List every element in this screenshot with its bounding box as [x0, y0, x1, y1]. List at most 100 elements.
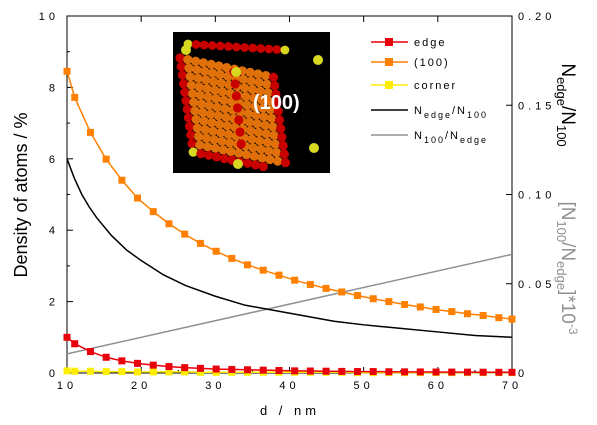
series-line-4 — [66, 253, 513, 355]
inset-atom — [191, 56, 201, 66]
inset-atom — [220, 104, 230, 114]
series-point-0 — [228, 365, 236, 373]
inset-atom — [265, 154, 275, 165]
inset-atom — [268, 122, 278, 132]
inset-atom — [258, 103, 268, 113]
series-point-1 — [259, 266, 267, 274]
series-point-1 — [495, 314, 503, 322]
series-point-2 — [63, 367, 71, 375]
series-point-0 — [196, 364, 204, 372]
series-point-1 — [212, 247, 220, 255]
inset-atom — [253, 127, 264, 137]
inset-atom — [241, 150, 252, 160]
legend-label-edge: edge — [414, 37, 446, 49]
inset-atom — [226, 146, 236, 157]
series-point-1 — [291, 276, 299, 284]
inset-atom — [267, 113, 277, 123]
inset-atom — [217, 136, 227, 146]
inset-atom — [190, 106, 200, 116]
inset-atom — [207, 68, 217, 78]
y-right-tick-label: 0.20 — [518, 11, 555, 23]
inset-atom — [255, 136, 265, 146]
inset-atom — [272, 98, 282, 108]
inset-atom — [236, 139, 246, 149]
inset-atom — [184, 63, 194, 73]
series-point-0 — [63, 333, 71, 341]
inset-atom — [280, 45, 290, 55]
series-point-0 — [181, 364, 189, 372]
series-point-2 — [71, 367, 79, 375]
inset-atom — [234, 115, 244, 125]
series-point-0 — [495, 368, 503, 376]
inset-atom — [215, 119, 225, 129]
inset-atom — [264, 146, 274, 156]
inset-atom — [211, 94, 221, 104]
inset-atom — [191, 40, 201, 49]
inset-atom — [206, 109, 216, 119]
series-point-0 — [479, 368, 487, 376]
inset-atom — [198, 107, 208, 118]
legend-item-edge: edge — [371, 37, 446, 49]
inset-atom — [255, 86, 265, 96]
inset-atom — [210, 143, 220, 153]
series-line-3 — [66, 158, 513, 339]
inset-atom — [212, 102, 222, 112]
inset-atom — [230, 79, 240, 89]
inset-atom — [262, 137, 273, 147]
series-point-0 — [401, 368, 409, 376]
inset-atom — [200, 125, 210, 135]
series-point-1 — [228, 254, 236, 262]
y-left-tick-label: 10 — [39, 11, 59, 23]
y-right-tick-label: 0 — [518, 368, 528, 380]
inset-atom — [192, 123, 202, 133]
inset-atom — [268, 72, 279, 82]
inset-atom — [204, 100, 214, 111]
inset-atom — [187, 138, 197, 149]
x-axis-label: d / nm — [260, 403, 320, 418]
inset-atom — [208, 126, 218, 136]
inset-atom — [176, 61, 186, 72]
series-point-0 — [385, 368, 393, 376]
series-point-1 — [322, 284, 330, 292]
inset-atom — [223, 129, 234, 139]
inset-atom — [280, 158, 291, 168]
inset-atom — [215, 69, 225, 80]
y-right-axis-label-2: [N100/Nedge]*10-3 — [554, 201, 580, 334]
inset-label: (100) — [253, 92, 300, 114]
inset-atom — [182, 104, 192, 114]
nanocrystal-inset: (100) — [173, 32, 330, 173]
inset-atom — [277, 132, 287, 142]
series-point-1 — [306, 280, 314, 288]
inset-atom — [183, 113, 193, 123]
inset-atom — [222, 63, 232, 73]
inset-atom — [252, 119, 262, 129]
inset-atom — [188, 89, 198, 99]
inset-atom — [221, 112, 231, 122]
inset-atom — [261, 129, 271, 139]
inset-atom — [231, 91, 241, 101]
inset-atom — [188, 147, 198, 157]
x-tick-label: 50 — [354, 380, 374, 392]
x-tick-labels: 10 20 30 40 50 60 70 — [57, 380, 518, 392]
inset-atom — [260, 120, 270, 130]
inset-atom — [203, 142, 213, 152]
inset-atom — [185, 72, 195, 82]
inset-atom — [271, 89, 281, 99]
inset-atom — [235, 127, 245, 137]
legend-item-n100-nedge: N100/Nedge — [371, 130, 488, 145]
x-tick-label: 40 — [279, 380, 299, 392]
inset-atom — [257, 153, 267, 163]
x-tick-label: 20 — [131, 380, 151, 392]
inset-atom — [193, 73, 203, 83]
y-left-axis-label: Density of atoms / % — [11, 112, 31, 277]
series-point-0 — [464, 368, 471, 376]
inset-atom — [216, 78, 226, 88]
series-point-1 — [134, 194, 142, 202]
y-right-tick-label: 0.05 — [518, 279, 555, 291]
legend-label-n100-nedge: N100/Nedge — [414, 130, 488, 145]
inset-atom — [232, 42, 241, 52]
inset-atom — [245, 67, 255, 77]
y-left-tick-label: 0 — [49, 368, 59, 380]
inset-atom — [258, 161, 268, 172]
